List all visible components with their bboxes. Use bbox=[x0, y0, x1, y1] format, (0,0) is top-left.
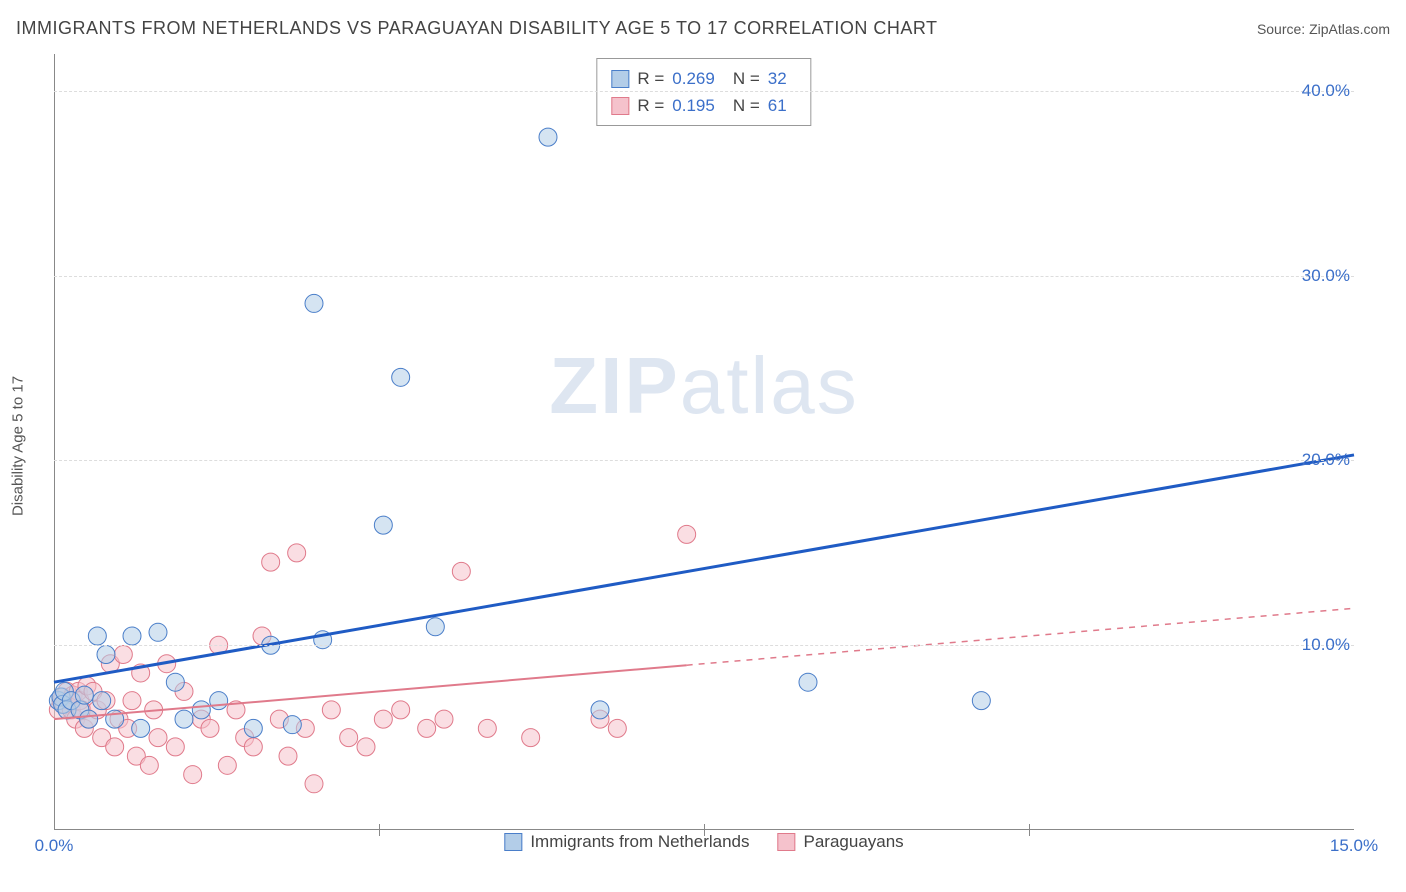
r-value-blue: 0.269 bbox=[672, 65, 715, 92]
data-point bbox=[283, 716, 301, 734]
data-point bbox=[539, 128, 557, 146]
data-point bbox=[426, 618, 444, 636]
data-point bbox=[140, 756, 158, 774]
y-axis-label: Disability Age 5 to 17 bbox=[10, 376, 27, 516]
data-point bbox=[106, 738, 124, 756]
source-prefix: Source: bbox=[1257, 21, 1309, 37]
legend-row-pink: R = 0.195 N = 61 bbox=[611, 92, 796, 119]
data-point bbox=[392, 701, 410, 719]
data-point bbox=[478, 719, 496, 737]
data-point bbox=[357, 738, 375, 756]
data-point bbox=[374, 516, 392, 534]
data-point bbox=[244, 738, 262, 756]
x-tick-label: 0.0% bbox=[35, 836, 74, 856]
data-point bbox=[244, 719, 262, 737]
data-point bbox=[279, 747, 297, 765]
data-point bbox=[166, 738, 184, 756]
data-point bbox=[97, 645, 115, 663]
data-point bbox=[88, 627, 106, 645]
data-point bbox=[175, 710, 193, 728]
legend-label-pink: Paraguayans bbox=[804, 832, 904, 852]
data-point bbox=[452, 562, 470, 580]
title-bar: IMMIGRANTS FROM NETHERLANDS VS PARAGUAYA… bbox=[16, 18, 1390, 39]
data-point bbox=[192, 701, 210, 719]
source-label: Source: ZipAtlas.com bbox=[1257, 21, 1390, 37]
swatch-blue-icon bbox=[504, 833, 522, 851]
data-point bbox=[392, 368, 410, 386]
data-point bbox=[149, 729, 167, 747]
trend-line-dashed bbox=[687, 608, 1354, 665]
chart-title: IMMIGRANTS FROM NETHERLANDS VS PARAGUAYA… bbox=[16, 18, 938, 39]
n-label: N = bbox=[733, 65, 760, 92]
x-tick bbox=[704, 824, 705, 836]
data-point bbox=[218, 756, 236, 774]
data-point bbox=[591, 701, 609, 719]
data-point bbox=[288, 544, 306, 562]
r-label: R = bbox=[637, 92, 664, 119]
y-tick-label: 20.0% bbox=[1302, 450, 1350, 470]
y-tick-label: 30.0% bbox=[1302, 266, 1350, 286]
gridline bbox=[54, 91, 1354, 92]
data-point bbox=[305, 775, 323, 793]
correlation-legend: R = 0.269 N = 32 R = 0.195 N = 61 bbox=[596, 58, 811, 126]
data-point bbox=[972, 692, 990, 710]
n-value-blue: 32 bbox=[768, 65, 787, 92]
swatch-pink-icon bbox=[778, 833, 796, 851]
swatch-blue-icon bbox=[611, 70, 629, 88]
data-point bbox=[435, 710, 453, 728]
data-point bbox=[340, 729, 358, 747]
data-point bbox=[123, 692, 141, 710]
data-point bbox=[522, 729, 540, 747]
data-point bbox=[799, 673, 817, 691]
x-tick-label: 15.0% bbox=[1330, 836, 1378, 856]
trend-line bbox=[54, 455, 1354, 682]
legend-item-blue: Immigrants from Netherlands bbox=[504, 832, 749, 852]
chart-svg bbox=[54, 54, 1354, 844]
legend-item-pink: Paraguayans bbox=[778, 832, 904, 852]
legend-row-blue: R = 0.269 N = 32 bbox=[611, 65, 796, 92]
n-label: N = bbox=[733, 92, 760, 119]
legend-label-blue: Immigrants from Netherlands bbox=[530, 832, 749, 852]
data-point bbox=[678, 525, 696, 543]
data-point bbox=[608, 719, 626, 737]
data-point bbox=[322, 701, 340, 719]
data-point bbox=[123, 627, 141, 645]
data-point bbox=[201, 719, 219, 737]
gridline bbox=[54, 645, 1354, 646]
r-label: R = bbox=[637, 65, 664, 92]
data-point bbox=[80, 710, 98, 728]
data-point bbox=[114, 645, 132, 663]
data-point bbox=[132, 719, 150, 737]
r-value-pink: 0.195 bbox=[672, 92, 715, 119]
plot-area: ZIPatlas R = 0.269 N = 32 R = 0.195 N = … bbox=[54, 54, 1354, 844]
data-point bbox=[166, 673, 184, 691]
data-point bbox=[93, 692, 111, 710]
y-tick-label: 40.0% bbox=[1302, 81, 1350, 101]
source-value: ZipAtlas.com bbox=[1309, 21, 1390, 37]
data-point bbox=[262, 553, 280, 571]
data-point bbox=[75, 686, 93, 704]
data-point bbox=[374, 710, 392, 728]
data-point bbox=[184, 766, 202, 784]
y-tick-label: 10.0% bbox=[1302, 635, 1350, 655]
data-point bbox=[305, 294, 323, 312]
swatch-pink-icon bbox=[611, 97, 629, 115]
gridline bbox=[54, 460, 1354, 461]
data-point bbox=[210, 692, 228, 710]
x-tick bbox=[1029, 824, 1030, 836]
gridline bbox=[54, 276, 1354, 277]
x-tick bbox=[379, 824, 380, 836]
data-point bbox=[149, 623, 167, 641]
n-value-pink: 61 bbox=[768, 92, 787, 119]
data-point bbox=[418, 719, 436, 737]
